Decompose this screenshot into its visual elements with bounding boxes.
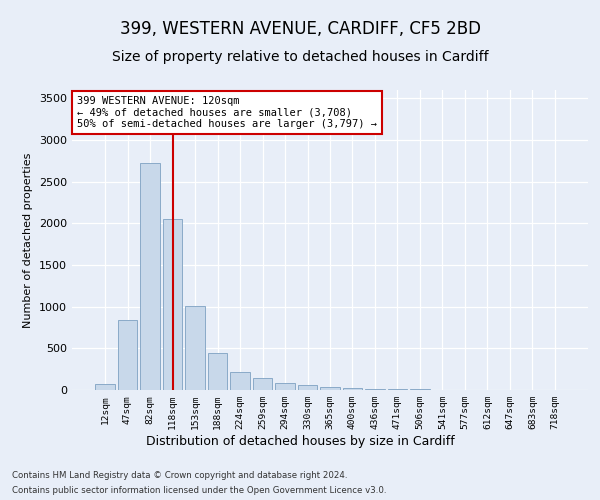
Y-axis label: Number of detached properties: Number of detached properties [23,152,34,328]
Bar [140,164,160,390]
Text: Size of property relative to detached houses in Cardiff: Size of property relative to detached ho… [112,50,488,64]
Bar [298,386,317,390]
Bar [118,320,137,390]
Bar [388,389,407,390]
Text: Contains public sector information licensed under the Open Government Licence v3: Contains public sector information licen… [12,486,386,495]
Bar [185,306,205,390]
Bar [208,354,227,390]
Bar [163,219,182,390]
Bar [230,372,250,390]
Text: Distribution of detached houses by size in Cardiff: Distribution of detached houses by size … [146,435,454,448]
Bar [275,384,295,390]
Bar [343,388,362,390]
Text: 399, WESTERN AVENUE, CARDIFF, CF5 2BD: 399, WESTERN AVENUE, CARDIFF, CF5 2BD [119,20,481,38]
Bar [253,378,272,390]
Bar [365,389,385,390]
Bar [95,384,115,390]
Bar [320,387,340,390]
Text: Contains HM Land Registry data © Crown copyright and database right 2024.: Contains HM Land Registry data © Crown c… [12,471,347,480]
Text: 399 WESTERN AVENUE: 120sqm
← 49% of detached houses are smaller (3,708)
50% of s: 399 WESTERN AVENUE: 120sqm ← 49% of deta… [77,96,377,129]
